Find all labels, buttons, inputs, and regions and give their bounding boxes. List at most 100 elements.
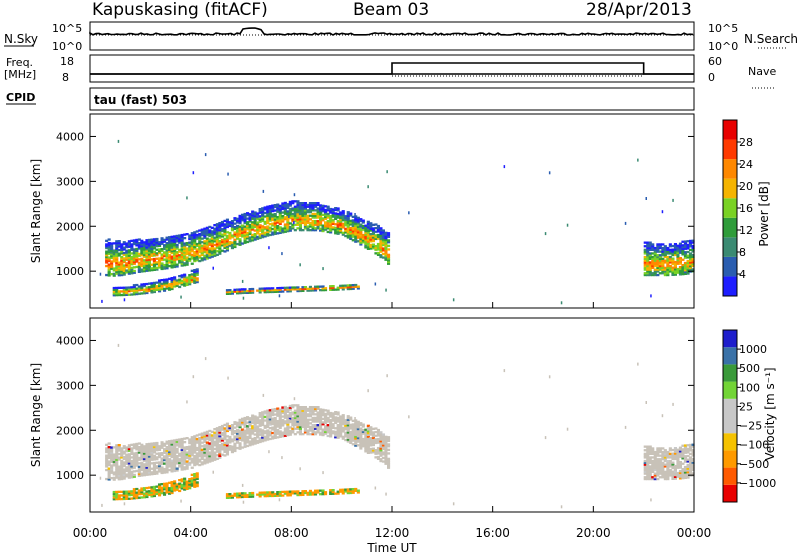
velocity-cell bbox=[183, 479, 187, 482]
power-cell bbox=[286, 288, 290, 291]
velocity-cell bbox=[175, 460, 179, 463]
velocity-cell bbox=[678, 446, 682, 449]
power-cell bbox=[175, 243, 179, 247]
power-cell bbox=[361, 233, 365, 237]
power-cell bbox=[243, 225, 247, 228]
power-cell bbox=[301, 212, 305, 216]
power-cell bbox=[281, 211, 285, 214]
velocity-cell bbox=[676, 461, 680, 464]
velocity-cell bbox=[356, 422, 360, 425]
power-cell bbox=[369, 234, 373, 238]
power-cell bbox=[210, 255, 214, 258]
power-cell bbox=[354, 285, 358, 288]
power-cell bbox=[276, 225, 280, 228]
velocity-cell bbox=[190, 457, 194, 460]
velocity-cell bbox=[208, 446, 212, 449]
power-cell bbox=[381, 229, 385, 232]
velocity-cell bbox=[120, 463, 124, 466]
power-cell bbox=[321, 206, 325, 209]
velocity-cell bbox=[329, 490, 333, 494]
velocity-cell bbox=[351, 423, 355, 426]
velocity-cell bbox=[178, 438, 182, 441]
velocity-cell bbox=[178, 465, 182, 468]
velocity-cell bbox=[381, 438, 385, 442]
velocity-cell bbox=[261, 413, 265, 416]
power-cell bbox=[663, 270, 667, 273]
power-cell bbox=[316, 225, 320, 228]
power-cell bbox=[190, 278, 194, 281]
velocity-cell bbox=[122, 468, 126, 471]
power-cell bbox=[140, 257, 144, 260]
velocity-cell bbox=[145, 473, 149, 476]
velocity-cell bbox=[387, 464, 391, 468]
power-cell bbox=[107, 242, 111, 245]
velocity-cell bbox=[648, 459, 652, 463]
power-cell bbox=[384, 235, 388, 238]
power-cell bbox=[346, 216, 350, 219]
power-cell bbox=[668, 252, 672, 255]
velocity-cell bbox=[163, 484, 167, 487]
velocity-cell bbox=[648, 465, 652, 468]
velocity-cell bbox=[658, 465, 662, 468]
power-cell bbox=[168, 239, 172, 242]
velocity-cell bbox=[308, 491, 312, 494]
velocity-cell bbox=[271, 491, 275, 494]
velocity-cell bbox=[288, 420, 292, 424]
velocity-cell bbox=[251, 425, 255, 428]
velocity-cell bbox=[369, 433, 373, 436]
power-cell bbox=[339, 231, 343, 234]
velocity-cell bbox=[142, 456, 146, 459]
power-cell bbox=[160, 248, 164, 251]
power-cell bbox=[256, 212, 260, 215]
power-cell bbox=[145, 267, 149, 271]
power-cell bbox=[276, 221, 280, 224]
power-cell bbox=[643, 248, 647, 251]
power-cell bbox=[371, 238, 375, 241]
velocity-cell bbox=[130, 452, 134, 455]
power-cell bbox=[163, 254, 167, 258]
power-cell bbox=[336, 232, 340, 235]
power-cell bbox=[112, 260, 116, 263]
power-cell bbox=[341, 286, 345, 289]
velocity-cell bbox=[346, 440, 350, 443]
velocity-cell bbox=[643, 452, 647, 455]
power-cell bbox=[268, 233, 272, 237]
power-cell bbox=[105, 261, 109, 264]
power-cell bbox=[369, 224, 373, 227]
freq-tick-bottom: 8 bbox=[62, 71, 69, 84]
power-cell bbox=[130, 293, 134, 296]
power-cell bbox=[298, 211, 302, 214]
power-cell bbox=[125, 253, 129, 256]
velocity-cell bbox=[122, 472, 126, 475]
power-cell bbox=[188, 236, 192, 239]
velocity-cell bbox=[236, 430, 240, 433]
power-cell bbox=[321, 208, 325, 211]
power-cell bbox=[193, 281, 197, 284]
power-cell bbox=[273, 225, 277, 228]
velocity-cell bbox=[286, 434, 290, 437]
power-cell bbox=[286, 224, 290, 227]
power-cell bbox=[408, 211, 410, 215]
velocity-cell bbox=[263, 412, 267, 415]
velocity-cell bbox=[324, 432, 328, 435]
velocity-cell bbox=[140, 452, 144, 455]
velocity-cell bbox=[150, 442, 154, 445]
power-cell bbox=[379, 241, 383, 244]
power-cell bbox=[678, 273, 682, 276]
velocity-cell bbox=[122, 475, 126, 478]
power-cell bbox=[155, 281, 159, 284]
velocity-cell bbox=[371, 438, 375, 441]
velocity-cell bbox=[651, 468, 655, 472]
power-cell bbox=[308, 207, 312, 210]
power-cell bbox=[180, 251, 184, 255]
power-cell bbox=[293, 209, 297, 212]
velocity-cell bbox=[283, 411, 287, 414]
velocity-cell bbox=[110, 459, 114, 462]
velocity-cell bbox=[105, 458, 109, 461]
power-cell bbox=[303, 203, 307, 207]
power-cell bbox=[331, 288, 335, 291]
power-cell bbox=[314, 220, 318, 223]
velocity-cell bbox=[115, 444, 119, 447]
power-cell bbox=[261, 287, 265, 290]
power-cell bbox=[253, 236, 257, 239]
